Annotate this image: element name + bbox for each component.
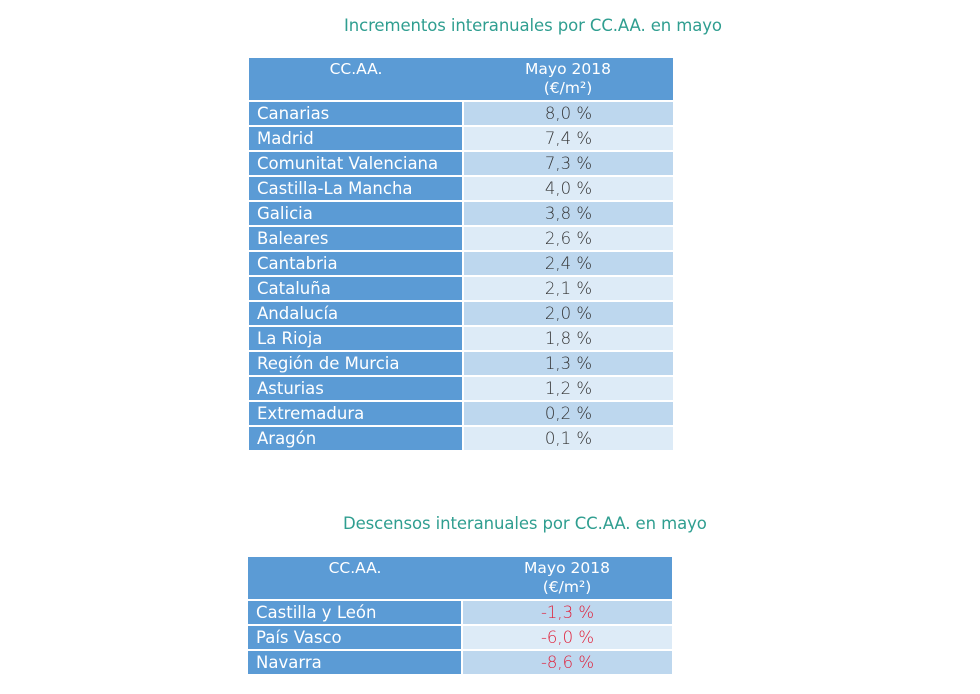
value-cell: 2,4 %	[463, 251, 673, 277]
table-row: Aragón 0,1 %	[249, 426, 673, 450]
region-cell: Extremadura	[249, 401, 464, 427]
table-row: País Vasco -6,0 %	[248, 625, 672, 651]
region-cell: Baleares	[249, 226, 464, 252]
column-header-region: CC.AA.	[249, 58, 463, 102]
decreases-table: CC.AA. Mayo 2018 (€/m²) Castilla y León -…	[248, 557, 672, 674]
value-cell: 3,8 %	[463, 201, 673, 227]
region-cell: Asturias	[249, 376, 464, 402]
value-cell: 4,0 %	[463, 176, 673, 202]
table-row: Navarra -8,6 %	[248, 650, 672, 674]
column-header-value: Mayo 2018 (€/m²)	[463, 58, 673, 102]
value-cell: 0,1 %	[463, 426, 673, 450]
table-row: Comunitat Valenciana 7,3 %	[249, 151, 673, 177]
value-cell: 7,3 %	[463, 151, 673, 177]
negative-value-cell: -6,0 %	[462, 625, 672, 651]
table-row: Madrid 7,4 %	[249, 126, 673, 152]
value-cell: 0,2 %	[463, 401, 673, 427]
table-header-row: CC.AA. Mayo 2018 (€/m²)	[249, 58, 673, 102]
region-cell: Cataluña	[249, 276, 464, 302]
negative-value-cell: -8,6 %	[462, 650, 672, 674]
value-cell: 8,0 %	[463, 101, 673, 127]
region-cell: Región de Murcia	[249, 351, 464, 377]
increases-table: CC.AA. Mayo 2018 (€/m²) Canarias 8,0 % Ma…	[249, 58, 673, 450]
table-row: Andalucía 2,0 %	[249, 301, 673, 327]
value-cell: 1,8 %	[463, 326, 673, 352]
region-cell: Cantabria	[249, 251, 464, 277]
region-cell: País Vasco	[248, 625, 463, 651]
increases-title: Incrementos interanuales por CC.AA. en m…	[344, 16, 722, 35]
region-cell: Castilla y León	[248, 600, 463, 626]
region-cell: Canarias	[249, 101, 464, 127]
negative-value-cell: -1,3 %	[462, 600, 672, 626]
region-cell: Navarra	[248, 650, 463, 674]
table-row: Castilla y León -1,3 %	[248, 600, 672, 626]
decreases-title: Descensos interanuales por CC.AA. en may…	[343, 514, 707, 533]
table-row: Región de Murcia 1,3 %	[249, 351, 673, 377]
column-header-value: Mayo 2018 (€/m²)	[462, 557, 672, 601]
region-cell: Galicia	[249, 201, 464, 227]
value-cell: 2,0 %	[463, 301, 673, 327]
region-cell: La Rioja	[249, 326, 464, 352]
region-cell: Aragón	[249, 426, 464, 450]
value-cell: 1,3 %	[463, 351, 673, 377]
table-row: Asturias 1,2 %	[249, 376, 673, 402]
table-header-row: CC.AA. Mayo 2018 (€/m²)	[248, 557, 672, 601]
region-cell: Comunitat Valenciana	[249, 151, 464, 177]
column-header-region: CC.AA.	[248, 557, 462, 601]
region-cell: Andalucía	[249, 301, 464, 327]
value-cell: 2,1 %	[463, 276, 673, 302]
value-cell: 2,6 %	[463, 226, 673, 252]
table-row: Baleares 2,6 %	[249, 226, 673, 252]
value-cell: 1,2 %	[463, 376, 673, 402]
table-row: La Rioja 1,8 %	[249, 326, 673, 352]
value-cell: 7,4 %	[463, 126, 673, 152]
table-row: Canarias 8,0 %	[249, 101, 673, 127]
table-row: Extremadura 0,2 %	[249, 401, 673, 427]
table-row: Cataluña 2,1 %	[249, 276, 673, 302]
region-cell: Madrid	[249, 126, 464, 152]
table-row: Galicia 3,8 %	[249, 201, 673, 227]
table-row: Cantabria 2,4 %	[249, 251, 673, 277]
region-cell: Castilla-La Mancha	[249, 176, 464, 202]
table-row: Castilla-La Mancha 4,0 %	[249, 176, 673, 202]
